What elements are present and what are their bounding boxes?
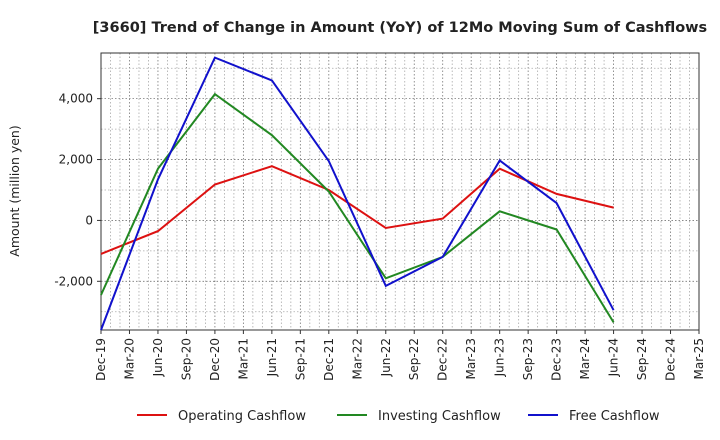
chart-title: [3660] Trend of Change in Amount (YoY) o… xyxy=(93,20,707,36)
x-tick-label: Dec-20 xyxy=(208,338,222,381)
x-axis: Dec-19 Mar-20 Jun-20 Sep-20 Dec-20 Mar-21 Jun-… xyxy=(94,330,706,381)
y-axis-label: Amount (million yen) xyxy=(7,125,22,256)
x-tick-label: Dec-23 xyxy=(550,338,564,381)
x-tick-label: Sep-22 xyxy=(407,338,421,380)
x-tick-label: Jun-24 xyxy=(607,338,621,377)
x-tick-label: Sep-24 xyxy=(635,338,649,380)
x-tick-label: Dec-21 xyxy=(322,338,336,381)
x-tick-label: Mar-21 xyxy=(236,338,250,379)
y-tick-label: 4,000 xyxy=(59,92,93,106)
x-tick-label: Mar-23 xyxy=(464,338,478,379)
y-tick-label: 0 xyxy=(85,213,93,227)
x-tick-label: Jun-22 xyxy=(379,338,393,377)
x-tick-label: Jun-21 xyxy=(265,338,279,377)
x-tick-label: Sep-21 xyxy=(293,338,307,380)
x-tick-label: Jun-23 xyxy=(493,338,507,377)
x-tick-label: Jun-20 xyxy=(151,338,165,377)
gridlines xyxy=(100,53,700,330)
series-line-investing-cashflow xyxy=(100,92,615,323)
x-tick-label: Mar-20 xyxy=(122,338,136,379)
legend-label: Free Cashflow xyxy=(569,409,660,424)
x-tick-label: Dec-19 xyxy=(94,338,108,381)
x-tick-label: Dec-24 xyxy=(664,338,678,381)
series-lines xyxy=(100,56,615,331)
y-tick-label: 2,000 xyxy=(59,153,93,167)
legend: Operating Cashflow Investing Cashflow Free… xyxy=(137,409,660,424)
y-tick-label: -2,000 xyxy=(54,274,93,288)
x-tick-label: Mar-24 xyxy=(578,338,592,379)
legend-label: Investing Cashflow xyxy=(378,409,501,424)
series-line-free-cashflow xyxy=(100,56,615,331)
x-tick-label: Mar-25 xyxy=(692,338,706,379)
plot-frame xyxy=(100,52,700,331)
x-tick-label: Mar-22 xyxy=(350,338,364,379)
x-tick-label: Dec-22 xyxy=(436,338,450,381)
x-tick-label: Sep-23 xyxy=(521,338,535,380)
legend-label: Operating Cashflow xyxy=(178,409,306,424)
x-tick-label: Sep-20 xyxy=(179,338,193,380)
y-axis: -2,000 0 2,000 4,000 xyxy=(54,92,101,288)
